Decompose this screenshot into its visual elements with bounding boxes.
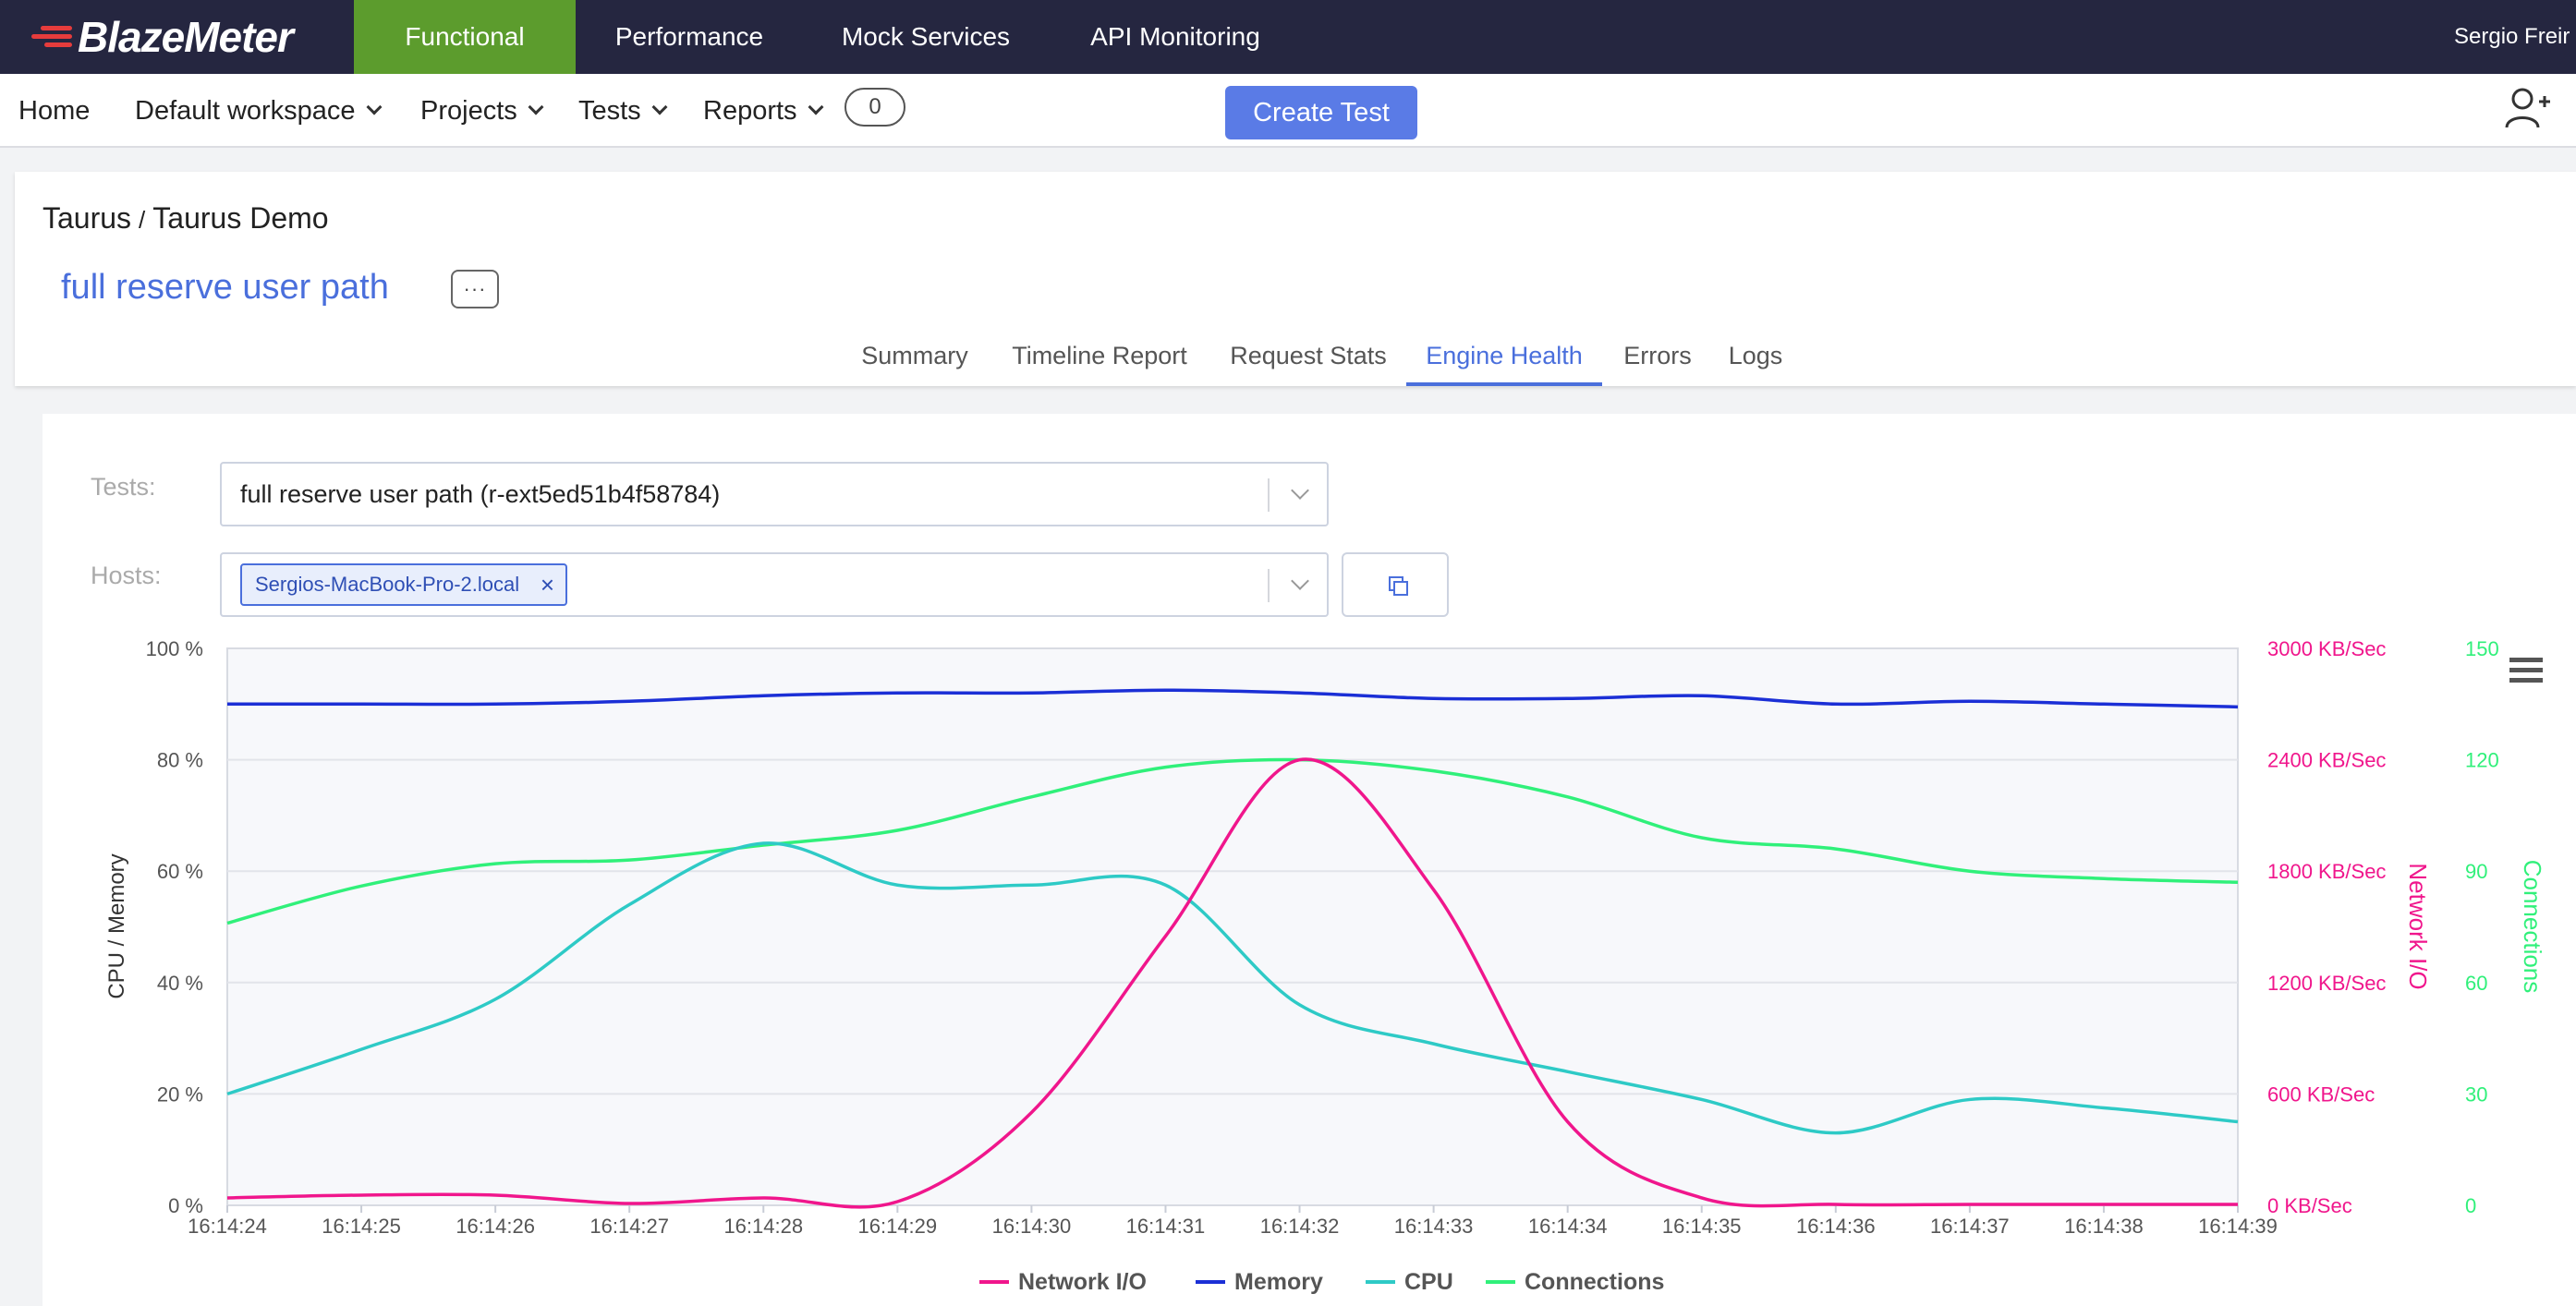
close-icon[interactable]: × [540, 571, 555, 599]
host-tag-label: Sergios-MacBook-Pro-2.local [255, 573, 520, 596]
add-user-icon[interactable] [2504, 85, 2550, 131]
network-tick-label: 600 KB/Sec [2267, 1082, 2375, 1106]
reports-label: Reports [703, 95, 797, 126]
copy-icon [1389, 576, 1408, 596]
x-tick-label: 16:14:30 [992, 1215, 1072, 1238]
x-tick-label: 16:14:39 [2198, 1215, 2278, 1238]
legend-item: Network I/O [1018, 1269, 1147, 1295]
tests-dropdown[interactable]: Tests [578, 74, 668, 148]
x-tick-label: 16:14:31 [1126, 1215, 1206, 1238]
network-tick-label: 0 KB/Sec [2267, 1194, 2352, 1217]
tab-logs[interactable]: Logs [1728, 342, 1783, 369]
series-line-cpu [226, 841, 2239, 1135]
x-tick-label: 16:14:24 [188, 1215, 267, 1238]
y-tick-label: 20 % [157, 1082, 203, 1106]
nav-api-monitoring[interactable]: API Monitoring [1090, 22, 1260, 51]
legend-item: CPU [1404, 1269, 1453, 1295]
reports-count-badge[interactable]: 0 [844, 88, 905, 127]
x-tick-label: 16:14:38 [2064, 1215, 2144, 1238]
projects-dropdown[interactable]: Projects [420, 74, 544, 148]
hosts-filter-label: Hosts: [91, 562, 162, 589]
y-tick-label: 0 % [168, 1194, 203, 1217]
plot-area [226, 647, 2239, 1206]
tab-summary[interactable]: Summary [861, 342, 968, 369]
y-tick-label: 40 % [157, 972, 203, 995]
network-tick-label: 1800 KB/Sec [2267, 860, 2386, 883]
tab-request-stats[interactable]: Request Stats [1230, 342, 1387, 369]
reports-dropdown[interactable]: Reports [703, 74, 824, 148]
legend-item: Connections [1525, 1269, 1664, 1295]
x-tick-label: 16:14:36 [1796, 1215, 1876, 1238]
workspace-label: Default workspace [135, 95, 356, 126]
nav-mock-services[interactable]: Mock Services [841, 22, 1011, 51]
host-tag: Sergios-MacBook-Pro-2.local × [240, 563, 568, 606]
y-tick-label: 100 % [146, 637, 203, 660]
breadcrumb: Taurus / Taurus Demo [43, 201, 329, 236]
connections-tick-label: 60 [2465, 972, 2487, 995]
network-tick-label: 3000 KB/Sec [2267, 637, 2386, 660]
network-axis-label: Network I/O [2404, 863, 2432, 989]
x-tick-label: 16:14:35 [1662, 1215, 1742, 1238]
series-line-memory [227, 688, 2239, 709]
breadcrumb-test[interactable]: Taurus Demo [152, 201, 329, 235]
report-header-card [15, 172, 2576, 386]
y-axis-label: CPU / Memory [104, 853, 129, 998]
x-tick-label: 16:14:37 [1930, 1215, 2010, 1238]
workspace-dropdown[interactable]: Default workspace [135, 74, 383, 148]
connections-tick-label: 150 [2465, 637, 2499, 660]
x-tick-label: 16:14:33 [1394, 1215, 1474, 1238]
connections-axis-label: Connections [2519, 860, 2546, 994]
network-tick-label: 2400 KB/Sec [2267, 749, 2386, 772]
x-tick-label: 16:14:27 [589, 1215, 669, 1238]
x-tick-label: 16:14:34 [1528, 1215, 1608, 1238]
logo-icon [28, 18, 72, 55]
select-divider [1268, 478, 1270, 512]
tests-label: Tests [578, 95, 641, 126]
x-tick-label: 16:14:29 [858, 1215, 938, 1238]
breadcrumb-project[interactable]: Taurus [43, 201, 132, 235]
series-line-network-i-o [226, 757, 2238, 1209]
tests-select[interactable]: full reserve user path (r-ext5ed51b4f587… [220, 462, 1329, 526]
select-divider [1268, 569, 1270, 602]
connections-tick-label: 120 [2465, 749, 2499, 772]
network-tick-label: 1200 KB/Sec [2267, 972, 2386, 995]
copy-button[interactable] [1342, 552, 1449, 617]
page-title[interactable]: full reserve user path [61, 268, 389, 307]
x-tick-label: 16:14:25 [322, 1215, 401, 1238]
nav-home[interactable]: Home [18, 74, 90, 148]
connections-tick-label: 90 [2465, 860, 2487, 883]
top-nav-bar: BlazeMeter Functional Performance Mock S… [0, 0, 2576, 74]
y-tick-label: 80 % [157, 749, 203, 772]
connections-tick-label: 30 [2465, 1082, 2487, 1106]
connections-tick-label: 0 [2465, 1194, 2476, 1217]
tests-filter-label: Tests: [91, 473, 156, 501]
x-tick-label: 16:14:26 [456, 1215, 535, 1238]
chart-menu-icon[interactable] [2509, 658, 2543, 683]
create-test-button[interactable]: Create Test [1225, 86, 1417, 139]
x-tick-label: 16:14:28 [723, 1215, 803, 1238]
x-tick-label: 16:14:32 [1260, 1215, 1340, 1238]
brand-name: BlazeMeter [78, 13, 294, 61]
tab-errors[interactable]: Errors [1623, 342, 1692, 369]
nav-performance[interactable]: Performance [614, 22, 764, 51]
user-menu[interactable]: Sergio Freir [2454, 24, 2570, 49]
legend-item: Memory [1234, 1269, 1323, 1295]
nav-home-label: Home [18, 95, 91, 126]
series-line-connections [226, 757, 2239, 925]
hosts-select[interactable]: Sergios-MacBook-Pro-2.local × [220, 552, 1329, 617]
breadcrumb-separator: / [139, 206, 146, 234]
more-options-button[interactable]: ··· [451, 270, 499, 308]
tab-timeline-report[interactable]: Timeline Report [1012, 342, 1187, 369]
tests-select-value: full reserve user path (r-ext5ed51b4f587… [240, 479, 721, 508]
nav-functional[interactable]: Functional [354, 0, 576, 74]
tab-engine-health[interactable]: Engine Health [1406, 342, 1602, 386]
y-tick-label: 60 % [157, 860, 203, 883]
projects-label: Projects [420, 95, 517, 126]
brand-logo[interactable]: BlazeMeter [28, 0, 294, 74]
